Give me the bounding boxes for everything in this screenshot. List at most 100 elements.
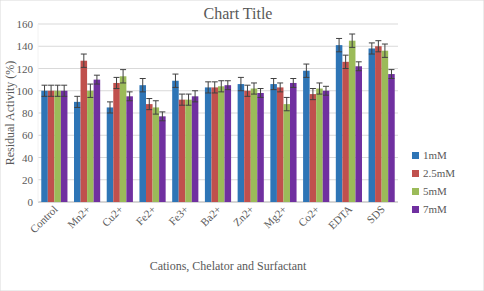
bar xyxy=(192,96,199,202)
error-cap xyxy=(356,61,362,62)
error-bar xyxy=(55,85,61,96)
error-cap xyxy=(114,88,120,89)
bar xyxy=(107,107,114,202)
error-cap xyxy=(277,91,283,92)
error-stem xyxy=(391,70,392,79)
error-cap xyxy=(48,96,54,97)
error-cap xyxy=(212,92,218,93)
error-cap xyxy=(94,75,100,76)
error-stem xyxy=(326,86,327,95)
error-stem xyxy=(273,79,274,90)
error-bar xyxy=(186,94,192,105)
bar xyxy=(185,100,192,202)
error-stem xyxy=(240,77,241,90)
error-bar xyxy=(81,54,87,67)
error-cap xyxy=(74,96,80,97)
error-bar xyxy=(271,79,277,90)
error-bar xyxy=(244,85,250,96)
bar xyxy=(290,83,297,202)
error-bar xyxy=(316,83,322,94)
error-bar xyxy=(343,55,349,68)
error-stem xyxy=(306,64,307,77)
bar xyxy=(323,91,330,202)
bar xyxy=(139,85,146,202)
y-axis xyxy=(38,24,39,202)
error-bar xyxy=(225,81,231,90)
error-bar xyxy=(284,97,290,110)
error-stem xyxy=(96,75,97,84)
error-cap xyxy=(146,98,152,99)
error-stem xyxy=(129,92,130,101)
error-bar xyxy=(388,70,394,79)
error-cap xyxy=(42,85,48,86)
bar xyxy=(87,91,94,202)
error-cap xyxy=(310,88,316,89)
bar xyxy=(172,81,179,202)
bar xyxy=(349,41,356,202)
error-cap xyxy=(225,80,231,81)
bar xyxy=(179,100,186,202)
error-cap xyxy=(48,85,54,86)
x-tick-label: Zn2+ xyxy=(231,203,256,228)
error-stem xyxy=(182,94,183,105)
chart: Chart Title020406080100120140160ControlM… xyxy=(0,0,484,291)
error-stem xyxy=(110,102,111,113)
error-stem xyxy=(208,82,209,93)
bar xyxy=(41,91,48,202)
error-stem xyxy=(57,85,58,96)
legend-label: 5mM xyxy=(423,185,447,197)
error-cap xyxy=(343,68,349,69)
error-cap xyxy=(388,78,394,79)
error-cap xyxy=(316,94,322,95)
error-cap xyxy=(343,55,349,56)
error-cap xyxy=(218,80,224,81)
error-stem xyxy=(371,43,372,54)
legend-swatch xyxy=(412,152,419,159)
error-bar xyxy=(114,77,120,88)
x-tick-label: Control xyxy=(28,203,60,235)
bar xyxy=(159,116,166,202)
y-tick-label: 100 xyxy=(17,85,34,97)
bar xyxy=(81,61,88,202)
error-cap xyxy=(159,120,165,121)
error-bar xyxy=(218,81,224,92)
x-tick-label: EDTA xyxy=(326,203,355,232)
error-stem xyxy=(83,54,84,67)
error-bar xyxy=(192,91,198,102)
error-cap xyxy=(310,99,316,100)
error-cap xyxy=(258,97,264,98)
error-bar xyxy=(238,77,244,90)
error-cap xyxy=(74,107,80,108)
grid-line xyxy=(38,46,398,47)
error-stem xyxy=(319,83,320,94)
x-axis-label: Cations, Chelator and Surfactant xyxy=(150,259,307,273)
bar xyxy=(225,85,232,202)
legend-swatch xyxy=(412,206,419,213)
error-stem xyxy=(221,81,222,92)
error-bar xyxy=(205,82,211,93)
error-stem xyxy=(44,85,45,96)
bar xyxy=(74,102,81,202)
bars xyxy=(41,34,394,202)
error-cap xyxy=(375,51,381,52)
error-cap xyxy=(172,74,178,75)
error-bar xyxy=(153,101,159,114)
error-cap xyxy=(382,44,388,45)
error-cap xyxy=(244,85,250,86)
error-cap xyxy=(61,85,67,86)
error-cap xyxy=(120,69,126,70)
error-cap xyxy=(369,42,375,43)
error-bar xyxy=(382,44,388,57)
error-stem xyxy=(227,81,228,90)
error-stem xyxy=(155,101,156,114)
error-cap xyxy=(186,94,192,95)
bar xyxy=(126,96,133,202)
bar xyxy=(61,91,68,202)
bar xyxy=(153,107,160,202)
error-cap xyxy=(303,77,309,78)
error-cap xyxy=(81,67,87,68)
error-cap xyxy=(107,101,113,102)
error-cap xyxy=(369,54,375,55)
error-bar xyxy=(375,41,381,52)
error-bar xyxy=(290,79,296,88)
